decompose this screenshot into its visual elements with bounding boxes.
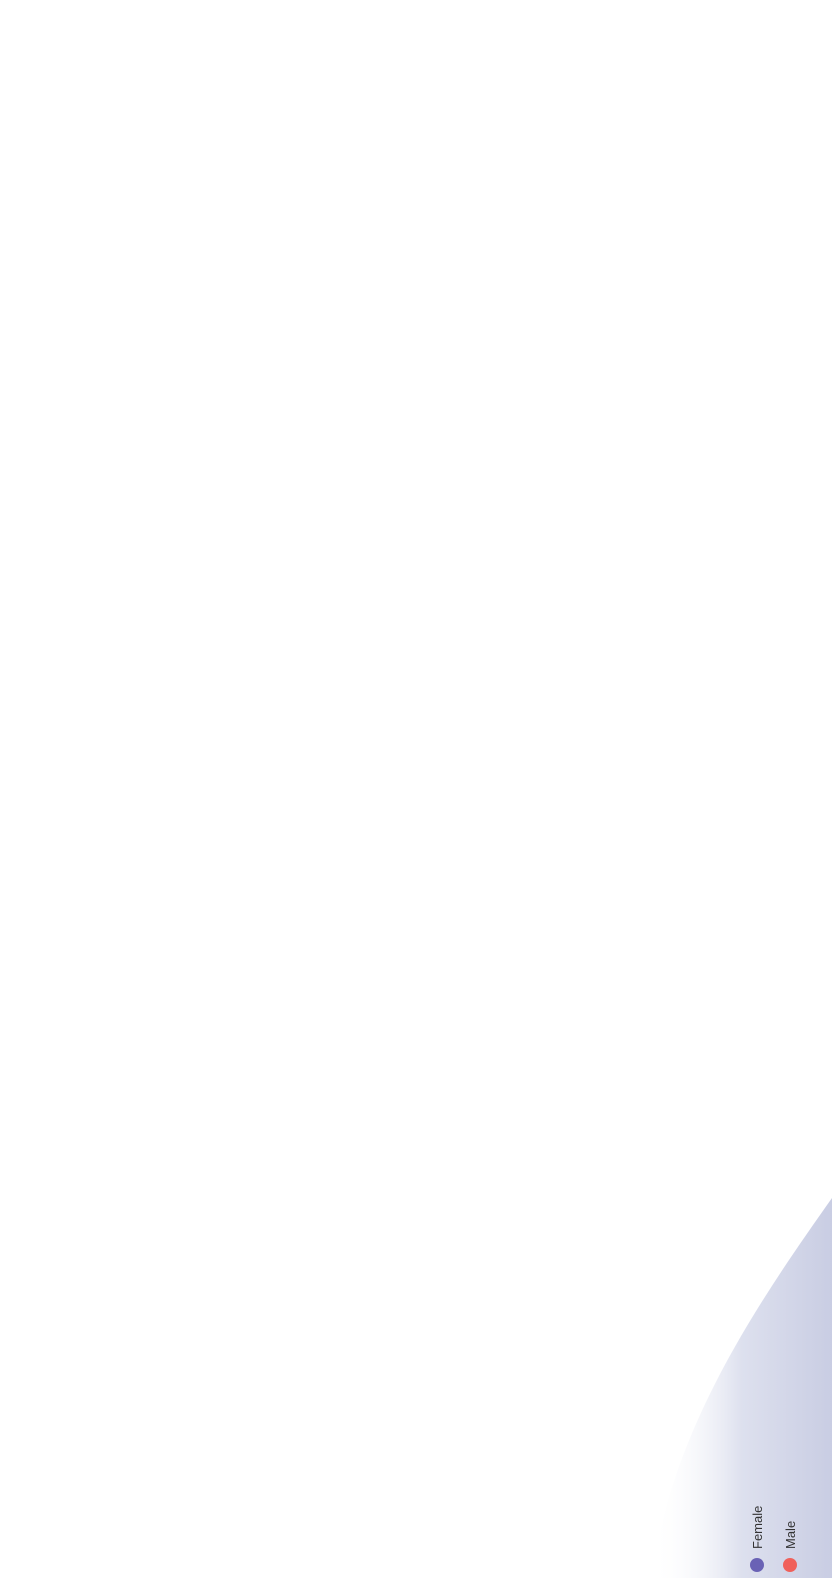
legend-label-male: Male — [783, 1521, 798, 1549]
legend-marker-female — [750, 1558, 764, 1572]
decorative-swoosh — [652, 1198, 832, 1578]
legend-marker-male — [783, 1558, 797, 1572]
legend-label-female: Female — [750, 1506, 765, 1549]
